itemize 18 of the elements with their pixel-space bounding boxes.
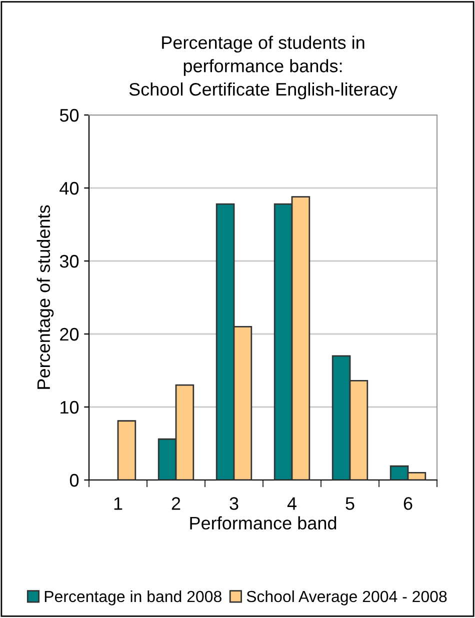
x-tick-label: 4 (287, 497, 296, 510)
bar (117, 420, 136, 480)
y-tick-label: 30 (60, 254, 79, 268)
x-tick-label: 5 (346, 497, 354, 510)
x-tick-label: 1 (114, 497, 122, 510)
x-tick-label: 2 (172, 497, 180, 510)
chart-title: Percentage of students in performance bands: School Certificate English-literacy (129, 36, 398, 100)
y-tick-label: 0 (70, 474, 79, 487)
x-axis-title: Performance band (190, 516, 336, 530)
x-tick-label: 6 (404, 497, 412, 510)
x-tick-label: 3 (230, 497, 238, 510)
y-tick-label: 20 (60, 328, 79, 341)
y-axis-title: Percentage of students (36, 205, 54, 389)
y-tick-label: 10 (60, 400, 79, 414)
legend-label: Percentage in band 2008 (44, 590, 222, 606)
y-tick-label: 50 (60, 108, 79, 122)
legend-label: School Average 2004 - 2008 (246, 590, 447, 606)
y-tick-label: 40 (60, 182, 79, 195)
